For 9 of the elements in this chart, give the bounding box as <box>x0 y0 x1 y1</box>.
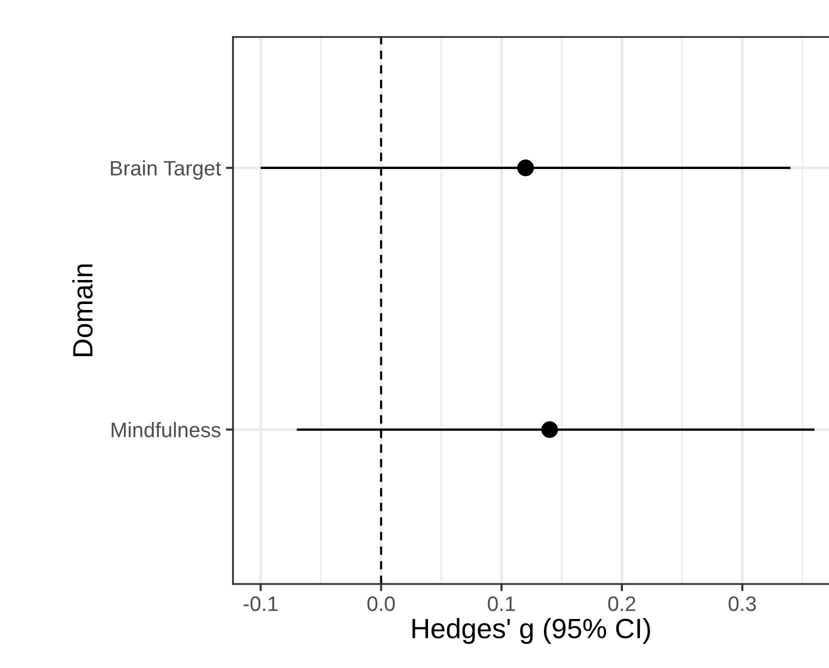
x-tick-label: 0.3 <box>728 596 756 612</box>
y-tick-label: Mindfulness <box>112 422 220 438</box>
x-tick-label: 0.2 <box>608 596 636 612</box>
x-tick-label: 0.0 <box>367 596 395 612</box>
x-axis-title: Hedges' g (95% CI) <box>412 618 650 644</box>
y-tick-label: Brain Target <box>110 160 222 180</box>
x-tick-label: -0.1 <box>244 596 278 612</box>
x-tick-label: 0.1 <box>488 596 515 612</box>
y-axis-title: Domain <box>72 264 93 356</box>
